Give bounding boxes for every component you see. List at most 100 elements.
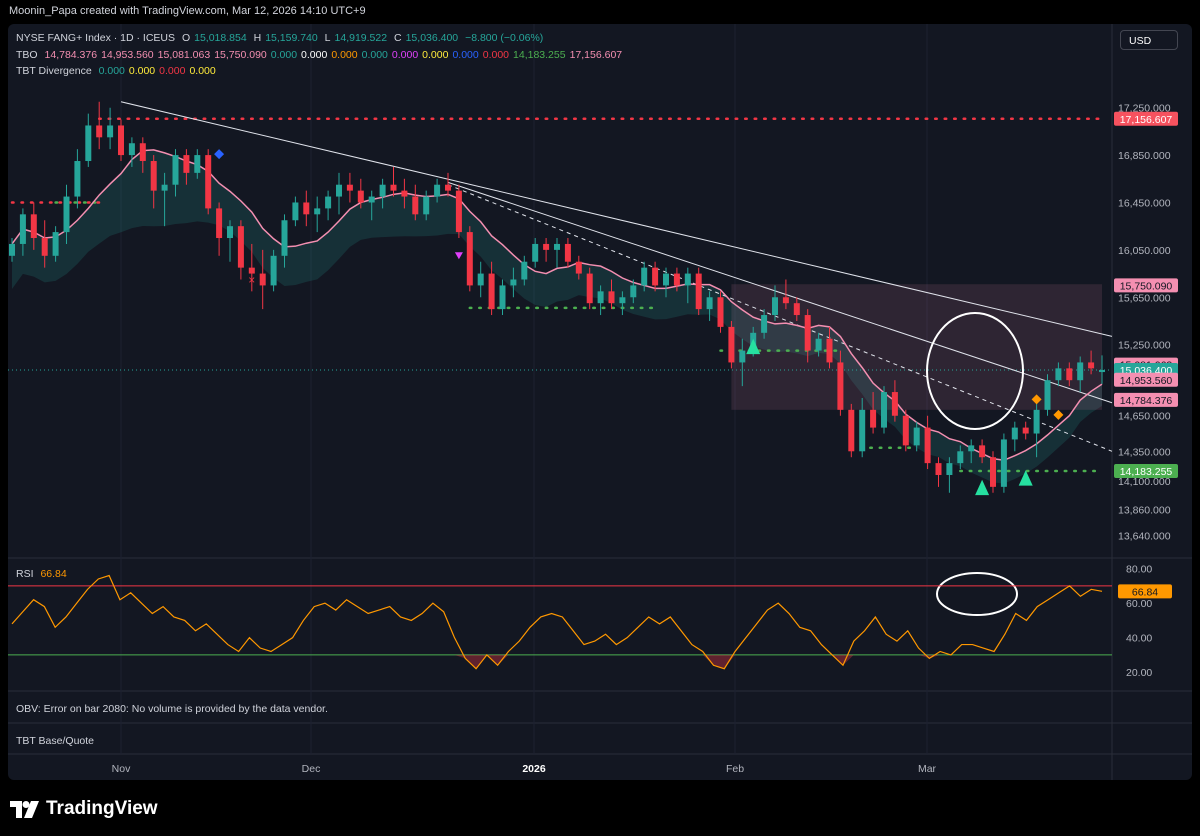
candle-body <box>815 338 822 351</box>
candle-body <box>1066 368 1073 381</box>
candle-body <box>673 273 680 286</box>
tbt-base-quote-label: TBT Base/Quote <box>16 735 95 747</box>
candle-body <box>793 303 800 316</box>
candle-body <box>586 273 593 304</box>
rsi-axis-tick: 20.00 <box>1126 667 1152 679</box>
divergence-marker <box>1053 409 1064 420</box>
rsi-legend: RSI 66.84 <box>16 568 71 580</box>
price-label: 15,750.090 <box>1120 280 1173 292</box>
price-axis-tick: 15,250.000 <box>1118 340 1171 352</box>
candle-body <box>412 196 419 215</box>
candle-body <box>150 161 157 191</box>
price-axis-tick: 13,860.000 <box>1118 504 1171 516</box>
annotation-circle <box>936 572 1018 616</box>
candle-body <box>423 196 430 215</box>
price-axis-tick: 16,050.000 <box>1118 245 1171 257</box>
tbo-value: 17,156.607 <box>569 49 623 61</box>
candle-body <box>630 285 637 298</box>
candle-body <box>1044 380 1051 410</box>
rsi-label: RSI <box>16 568 34 580</box>
candle-body <box>881 392 887 428</box>
divergence-marker <box>214 149 225 160</box>
buy-signal-marker <box>746 338 761 355</box>
tbo-value: 14,183.255 <box>513 49 566 61</box>
x-axis-tick-label: Mar <box>918 763 937 775</box>
price-label-bg <box>1114 111 1178 126</box>
tbo-cloud <box>12 149 1102 484</box>
tbo-value: 0.000 <box>422 49 449 61</box>
candle-body <box>139 143 146 162</box>
candle-body <box>1055 368 1062 381</box>
trend-line <box>447 181 1113 404</box>
x-axis-tick-label: 2026 <box>522 763 546 775</box>
candle-body <box>292 202 299 221</box>
candle-body <box>1099 369 1105 373</box>
candle-body <box>782 297 789 304</box>
l-label: L <box>324 32 331 44</box>
candle-body <box>357 190 364 203</box>
candle-body <box>1022 427 1029 434</box>
price-label-bg <box>1114 372 1178 387</box>
candle-body <box>848 409 855 452</box>
candle-body <box>259 273 266 286</box>
price-axis-tick: 14,100.000 <box>1118 476 1171 488</box>
candle-body <box>455 190 462 233</box>
currency-button[interactable]: USD <box>1120 30 1178 50</box>
candle-body <box>216 208 223 239</box>
rsi-axis-tick: 40.00 <box>1126 633 1152 645</box>
candle-body <box>663 273 669 286</box>
header-bar: Moonin_Papa created with TradingView.com… <box>0 0 1200 24</box>
candle-body <box>532 243 539 262</box>
candle-body <box>739 350 746 363</box>
candle-body <box>270 255 277 286</box>
price-axis-tick: 13,640.000 <box>1118 530 1171 542</box>
candle-body <box>107 125 114 138</box>
candle-body <box>499 285 506 310</box>
candle-body <box>128 143 135 156</box>
divergence-value: 0.000 <box>189 65 216 77</box>
candle-body <box>554 243 560 250</box>
candle-body <box>205 155 212 209</box>
c-value: 15,036.400 <box>405 32 459 44</box>
tbo-value: 0.000 <box>452 49 479 61</box>
price-label-bg <box>1114 278 1178 293</box>
candle-body <box>466 232 473 286</box>
candle-body <box>227 226 233 239</box>
tradingview-logo[interactable]: TradingView <box>10 798 158 820</box>
h-value: 15,159.740 <box>265 32 318 44</box>
candle-body <box>521 261 528 280</box>
candle-body <box>379 184 386 197</box>
chart-frame[interactable]: Nov Dec 2026 Feb Mar × 17,250.000 16,850.000 16,… <box>8 24 1192 780</box>
candle-body <box>161 184 168 191</box>
candle-body <box>194 155 201 173</box>
footer: TradingView <box>0 780 1200 836</box>
x-axis-tick-label: Nov <box>112 763 131 775</box>
candle-body <box>434 184 441 197</box>
o-label: O <box>181 32 191 44</box>
candle-body <box>924 427 931 464</box>
candle-body <box>172 155 179 185</box>
annotation-circle <box>926 312 1024 430</box>
candle-body <box>761 315 768 333</box>
divergence-marker <box>454 252 463 260</box>
candle-body <box>1033 409 1040 434</box>
buy-signal-marker <box>1018 470 1033 486</box>
price-label-bg <box>1114 392 1178 407</box>
candle-body <box>597 291 604 304</box>
o-value: 15,018.854 <box>194 32 247 44</box>
candle-body <box>19 214 26 244</box>
candle-body <box>52 232 59 256</box>
candle-body <box>968 445 975 452</box>
symbol-name: NYSE FANG+ Index · 1D · ICEUS <box>16 32 176 44</box>
candle-body <box>41 238 48 256</box>
candle-body <box>684 273 691 286</box>
chart-svg[interactable]: Nov Dec 2026 Feb Mar × 17,250.000 16,850.000 16,… <box>8 24 1192 780</box>
price-axis-tick: 16,850.000 <box>1118 150 1171 162</box>
change-value: −8.800 (−0.06%) <box>465 32 544 44</box>
candle-body <box>706 297 713 310</box>
candle-body <box>619 297 626 304</box>
candle-body <box>183 155 190 173</box>
sell-cross-marker: × <box>248 273 255 287</box>
l-value: 14,919.522 <box>334 32 388 44</box>
candle-body <box>1077 362 1084 381</box>
